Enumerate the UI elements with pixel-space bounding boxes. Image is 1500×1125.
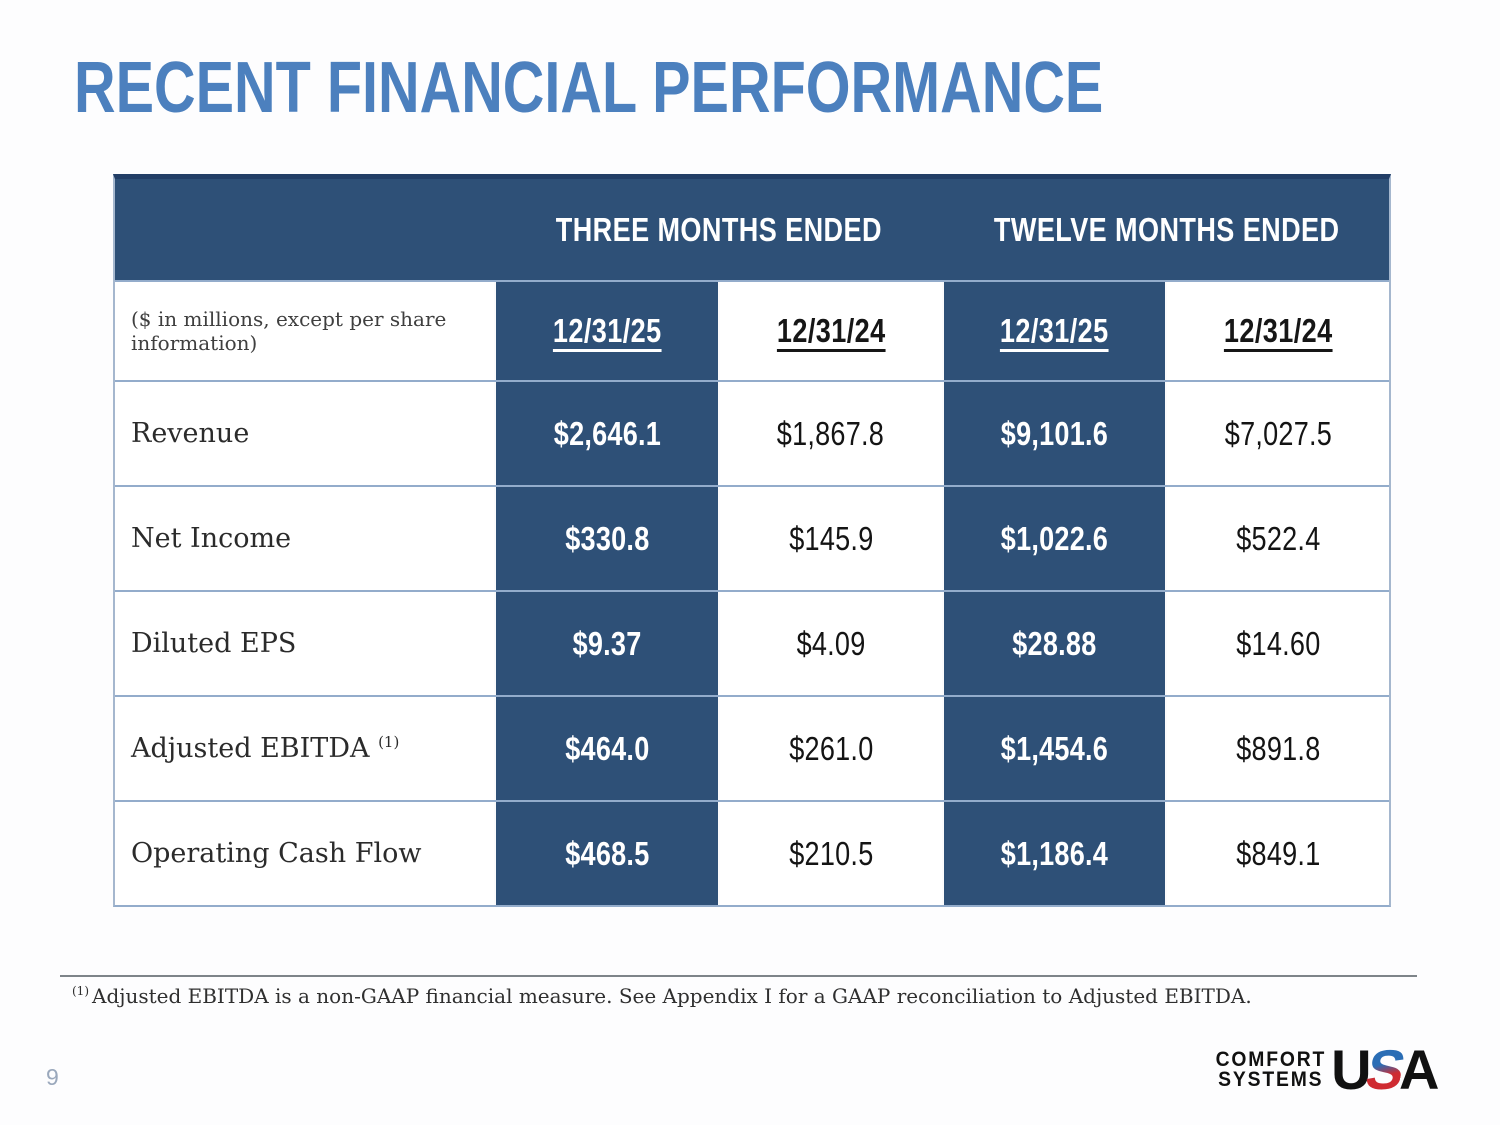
row-label: Adjusted EBITDA (1) <box>131 733 399 764</box>
value: $1,867.8 <box>777 414 885 452</box>
date-header-cell: 12/31/25 <box>941 282 1166 380</box>
value: $2,646.1 <box>553 414 661 452</box>
date-header: 12/31/25 <box>1000 312 1109 349</box>
date-header-cell: 12/31/24 <box>718 282 942 380</box>
page-title-text: RECENT FINANCIAL PERFORMANCE <box>74 48 1104 128</box>
value: $891.8 <box>1236 729 1321 767</box>
row-label: Revenue <box>131 418 250 449</box>
value-cell: $522.4 <box>1165 487 1389 590</box>
page-number: 9 <box>46 1064 59 1090</box>
value: $261.0 <box>788 729 874 767</box>
footnote-reference: (1) <box>378 733 400 751</box>
units-note: ($ in millions, except per share informa… <box>131 307 447 355</box>
value-cell: $14.60 <box>1165 592 1389 695</box>
value-cell: $7,027.5 <box>1165 382 1389 485</box>
logo-letter-u: U <box>1331 1038 1371 1101</box>
row-label-cell: Operating Cash Flow <box>115 802 495 905</box>
value-cell: $2,646.1 <box>494 382 719 485</box>
value-cell: $28.88 <box>941 592 1166 695</box>
table-group-header-row: THREE MONTHS ENDED TWELVE MONTHS ENDED <box>115 179 1389 280</box>
row-label: Diluted EPS <box>131 628 297 659</box>
row-label-cell: Revenue <box>115 382 495 485</box>
row-label: Net Income <box>131 523 292 554</box>
group-header-twelve-months-label: TWELVE MONTHS ENDED <box>993 210 1340 248</box>
footnote-marker: (1) <box>72 984 89 999</box>
group-header-three-months: THREE MONTHS ENDED <box>494 179 941 280</box>
footnote-divider <box>60 975 1417 977</box>
value-cell: $4.09 <box>718 592 942 695</box>
table-row-operating-cash-flow: Operating Cash Flow $468.5 $210.5 $1,186… <box>115 800 1389 905</box>
value: $9.37 <box>572 624 642 662</box>
row-label-cell: Adjusted EBITDA (1) <box>115 697 495 800</box>
table-date-header-row: ($ in millions, except per share informa… <box>115 280 1389 380</box>
table-row-revenue: Revenue $2,646.1 $1,867.8 $9,101.6 $7,02… <box>115 380 1389 485</box>
value-cell: $1,867.8 <box>718 382 942 485</box>
row-label-cell: Net Income <box>115 487 495 590</box>
value: $849.1 <box>1236 834 1321 872</box>
logo-word-systems: SYSTEMS <box>1218 1068 1324 1091</box>
value: $4.09 <box>796 624 866 662</box>
value: $464.0 <box>565 729 650 767</box>
financial-table: THREE MONTHS ENDED TWELVE MONTHS ENDED (… <box>113 174 1391 907</box>
value: $1,454.6 <box>1000 729 1109 767</box>
value: $1,186.4 <box>1000 834 1109 872</box>
value-cell: $468.5 <box>494 802 719 905</box>
value-cell: $1,186.4 <box>941 802 1166 905</box>
page-title: RECENT FINANCIAL PERFORMANCE <box>74 52 1361 124</box>
value-cell: $9.37 <box>494 592 719 695</box>
value: $330.8 <box>565 519 650 557</box>
table-row-adjusted-ebitda: Adjusted EBITDA (1) $464.0 $261.0 $1,454… <box>115 695 1389 800</box>
value-cell: $1,454.6 <box>941 697 1166 800</box>
value: $468.5 <box>565 834 650 872</box>
value-cell: $145.9 <box>718 487 942 590</box>
value: $1,022.6 <box>1000 519 1109 557</box>
value: $210.5 <box>788 834 874 872</box>
row-label-cell: Diluted EPS <box>115 592 495 695</box>
value-cell: $464.0 <box>494 697 719 800</box>
row-label: Operating Cash Flow <box>131 838 422 869</box>
value-cell: $9,101.6 <box>941 382 1166 485</box>
value: $7,027.5 <box>1224 414 1332 452</box>
group-header-twelve-months: TWELVE MONTHS ENDED <box>942 179 1389 280</box>
value-cell: $1,022.6 <box>941 487 1166 590</box>
group-header-three-months-label: THREE MONTHS ENDED <box>556 210 883 248</box>
group-header-blank-cell <box>115 179 494 280</box>
value-cell: $261.0 <box>718 697 942 800</box>
logo-wordmark: COMFORT SYSTEMS <box>1206 1048 1327 1091</box>
date-header-cell: 12/31/24 <box>1165 282 1389 380</box>
value-cell: $849.1 <box>1165 802 1389 905</box>
logo-word-comfort: COMFORT <box>1215 1048 1327 1072</box>
date-header: 12/31/25 <box>552 312 662 349</box>
value: $145.9 <box>788 519 874 557</box>
logo-letter-a: A <box>1398 1038 1439 1101</box>
date-header: 12/31/24 <box>1223 312 1333 349</box>
value-cell: $210.5 <box>718 802 942 905</box>
value-cell: $330.8 <box>494 487 719 590</box>
table-row-net-income: Net Income $330.8 $145.9 $1,022.6 $522.4 <box>115 485 1389 590</box>
value: $9,101.6 <box>1000 414 1109 452</box>
table-row-diluted-eps: Diluted EPS $9.37 $4.09 $28.88 $14.60 <box>115 590 1389 695</box>
footnote: (1) Adjusted EBITDA is a non-GAAP financi… <box>72 984 1372 1008</box>
row-label-text: Adjusted EBITDA <box>131 733 370 764</box>
footnote-text: Adjusted EBITDA is a non-GAAP financial … <box>92 984 1252 1008</box>
value: $14.60 <box>1236 624 1321 662</box>
value: $28.88 <box>1012 624 1097 662</box>
value-cell: $891.8 <box>1165 697 1389 800</box>
date-header: 12/31/24 <box>776 312 886 349</box>
units-note-cell: ($ in millions, except per share informa… <box>115 282 495 380</box>
value: $522.4 <box>1236 519 1321 557</box>
date-header-cell: 12/31/25 <box>494 282 719 380</box>
